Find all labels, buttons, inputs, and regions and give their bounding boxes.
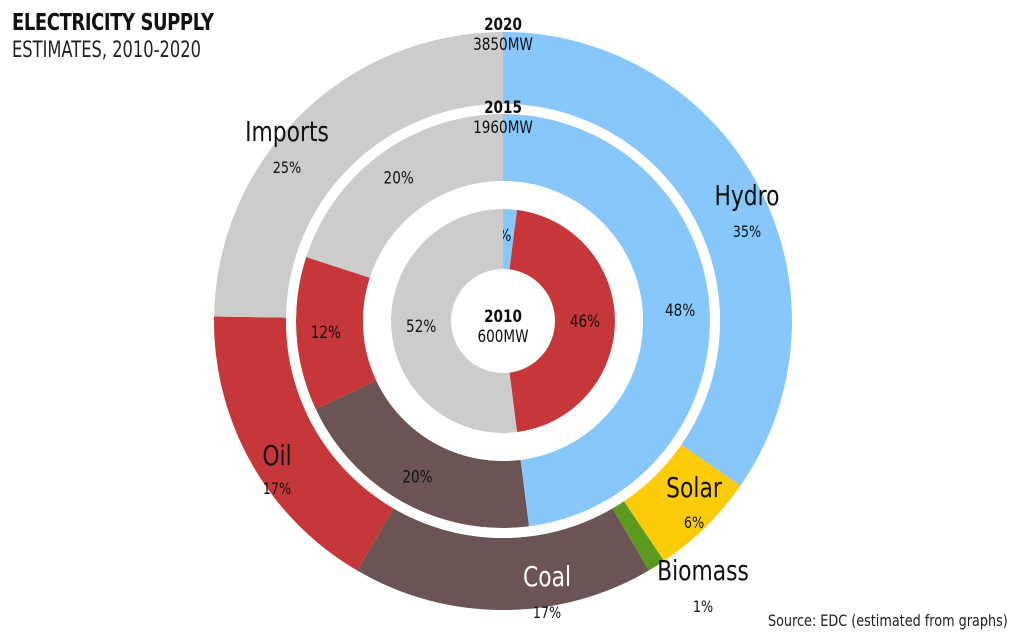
slice-name-2020-coal: Coal (523, 560, 571, 592)
slice-2015-hydro (503, 114, 711, 527)
slice-label-2020-imports: 25% (273, 160, 301, 178)
ring-2010: 2%46%52% (391, 209, 615, 433)
ring-2015: 48% 20% 12% 20% (296, 114, 711, 528)
slice-2010-hydro (503, 209, 518, 270)
slice-2020-biomass (612, 501, 665, 571)
slice-2015-oil (296, 257, 377, 410)
ring-year-2020: 2020 (484, 15, 522, 35)
ring-total-2020: 3850MW (473, 35, 533, 55)
ring-year-2010: 2010 (484, 307, 522, 327)
ring-gap-inner (363, 181, 643, 461)
slice-2015-imports (306, 114, 503, 278)
slice-label-2020-solar: 6% (684, 515, 704, 533)
slice-2010-oil (509, 209, 615, 433)
slice-label-2020-coal: 17% (533, 605, 561, 623)
slice-label-2015-hydro: 48% (665, 300, 695, 320)
slice-label-2015-coal: 20% (402, 467, 432, 487)
ring-year-2015: 2015 (484, 98, 522, 118)
slice-name-2020-oil: Oil (262, 439, 291, 471)
slice-2020-oil (214, 316, 394, 571)
slice-2020-solar (623, 444, 741, 561)
source-note: Source: EDC (estimated from graphs) (768, 611, 1008, 630)
ring-gap-outer (286, 104, 720, 538)
slice-2010-imports (391, 209, 518, 433)
title-block: ELECTRICITY SUPPLY ESTIMATES, 2010-2020 (12, 10, 270, 63)
ring-total-2010: 600MW (477, 327, 528, 347)
slice-label-2015-oil: 12% (311, 323, 341, 343)
slice-2020-coal (357, 508, 649, 610)
slice-name-2020-solar: Solar (666, 471, 722, 503)
slice-label-2020-hydro: 35% (733, 224, 761, 242)
ring-2020 (214, 32, 793, 610)
chart-title: ELECTRICITY SUPPLY (12, 10, 214, 36)
slice-label-2020-biomass: 1% (693, 599, 713, 617)
slice-2020-imports (214, 32, 503, 318)
slice-label-2015-imports: 20% (384, 168, 414, 188)
slice-label-2020-oil: 17% (263, 481, 291, 499)
slice-name-2020-biomass: Biomass (657, 554, 749, 586)
slice-2020-hydro (503, 32, 793, 486)
chart-subtitle: ESTIMATES, 2010-2020 (12, 38, 201, 63)
slice-label-2010-oil: 46% (570, 312, 600, 332)
slice-2015-coal (315, 380, 529, 528)
ring-total-2015: 1960MW (473, 118, 533, 138)
slice-name-2020-imports: Imports (245, 115, 329, 147)
slice-label-2010-imports: 52% (406, 317, 436, 337)
slice-name-2020-hydro: Hydro (714, 179, 779, 211)
